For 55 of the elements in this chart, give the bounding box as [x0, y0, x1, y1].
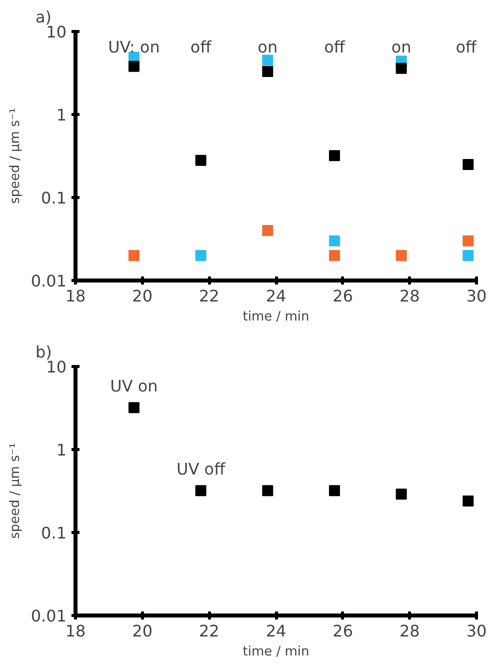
- point: [195, 250, 206, 262]
- point: [396, 250, 407, 262]
- x-tick-label: 22: [198, 286, 220, 306]
- annotation: off: [456, 38, 478, 56]
- point: [262, 66, 274, 77]
- point: [396, 62, 407, 74]
- annotation: on: [391, 38, 412, 56]
- annotation: on: [258, 38, 278, 56]
- x-tick-label: 26: [332, 622, 354, 640]
- x-tick-label: 22: [198, 622, 220, 640]
- annotation: UV off: [176, 460, 226, 479]
- annotation: UV on: [110, 376, 158, 396]
- annotation: off: [324, 38, 346, 56]
- point: [128, 402, 140, 414]
- annotation: off: [190, 38, 212, 56]
- x-tick-label: 24: [266, 286, 286, 306]
- x-axis-title: time / min: [242, 310, 310, 324]
- chart-title: a): [36, 8, 52, 26]
- y-tick-label: 0.01: [30, 606, 66, 626]
- y-axis-title: speed / μm s⁻¹: [8, 108, 23, 204]
- x-tick-label: 26: [332, 286, 354, 306]
- x-tick-label: 20: [132, 622, 153, 640]
- chart-title: b): [36, 342, 52, 362]
- x-tick-label: 28: [399, 286, 420, 306]
- x-tick-label: 18: [65, 286, 86, 306]
- point: [462, 235, 474, 246]
- point: [128, 250, 140, 262]
- x-tick-label: 28: [399, 622, 420, 640]
- x-tick-label: 30: [466, 286, 487, 306]
- x-tick-label: 30: [466, 622, 487, 640]
- point: [328, 235, 340, 246]
- x-tick-label: 24: [266, 622, 286, 640]
- point: [262, 485, 274, 496]
- point: [462, 495, 474, 506]
- point: [396, 488, 407, 500]
- point: [462, 250, 474, 262]
- x-axis-title: time / min: [242, 644, 310, 660]
- point: [262, 225, 274, 236]
- y-tick-label: 0.01: [30, 272, 66, 290]
- point: [462, 158, 474, 170]
- y-axis-title: speed / μm s⁻¹: [8, 443, 23, 539]
- point: [195, 154, 206, 166]
- point: [328, 250, 340, 262]
- y-tick-label: 1: [56, 440, 67, 460]
- y-tick-label: 1: [56, 106, 67, 124]
- annotation: UV: on: [108, 38, 160, 56]
- point: [328, 485, 340, 496]
- y-tick-label: 0.1: [41, 524, 67, 542]
- x-tick-label: 20: [132, 286, 153, 306]
- x-tick-label: 18: [65, 622, 86, 640]
- point: [328, 150, 340, 162]
- y-tick-label: 0.1: [41, 188, 67, 208]
- point: [128, 60, 140, 72]
- point: [195, 485, 206, 496]
- point: [262, 54, 274, 66]
